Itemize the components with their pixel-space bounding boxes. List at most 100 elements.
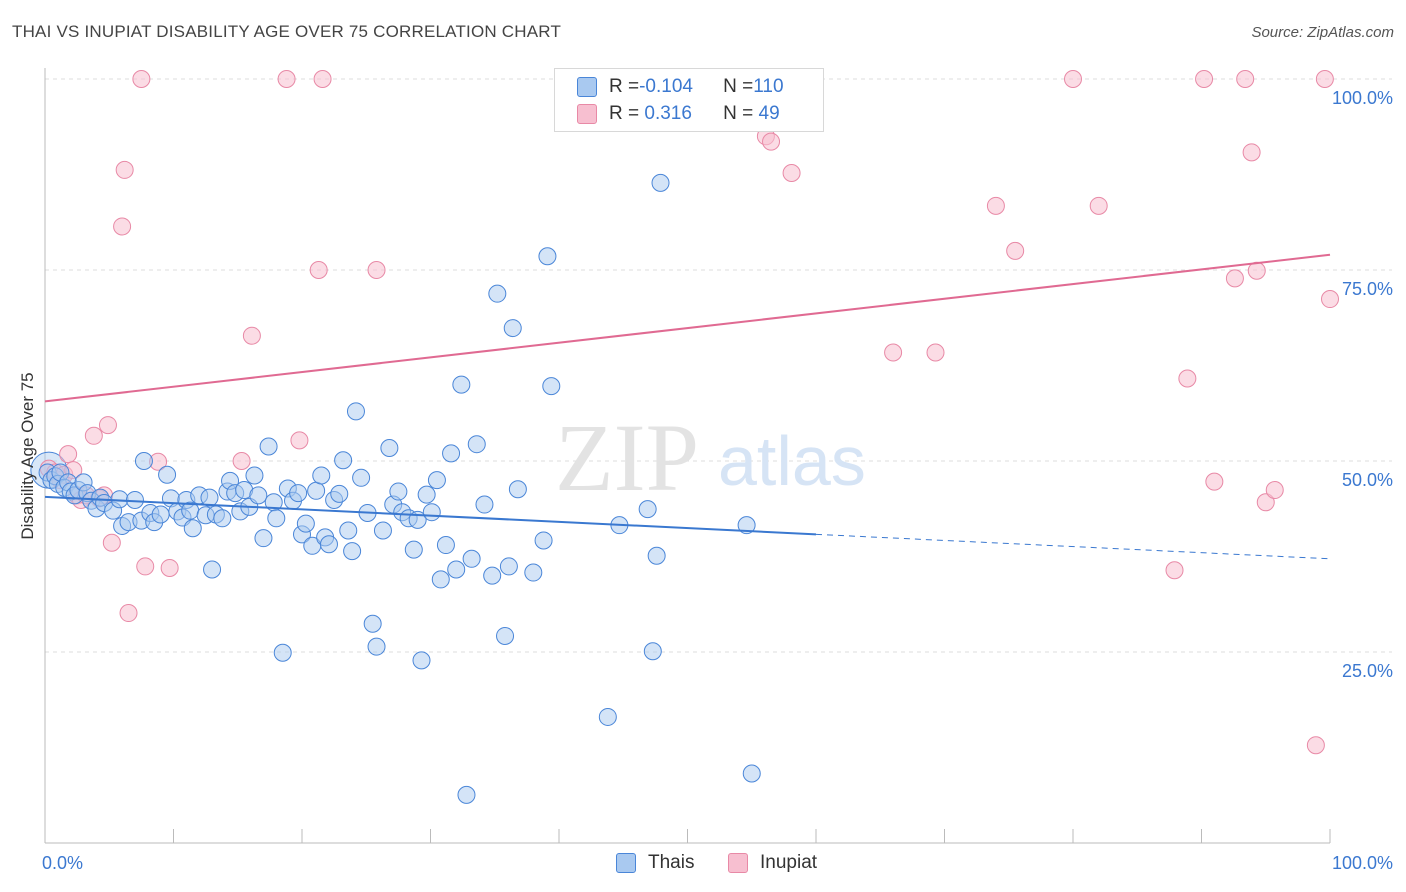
thais-point xyxy=(346,402,365,421)
thais-point xyxy=(151,505,170,524)
inupiat-point xyxy=(782,163,801,182)
legend-r-label: R = xyxy=(609,103,640,124)
y-axis-label: Disability Age Over 75 xyxy=(18,372,37,539)
thais-point xyxy=(483,566,502,585)
inupiat-point xyxy=(313,70,332,88)
thais-point xyxy=(312,466,331,485)
inupiat-point xyxy=(98,416,117,435)
thais-point xyxy=(742,764,761,783)
thais-point xyxy=(442,444,461,463)
inupiat-swatch xyxy=(577,104,597,124)
thais-trend-extension xyxy=(815,533,1331,560)
thais-point xyxy=(334,451,353,470)
x-tick-label-min: 0.0% xyxy=(42,853,83,873)
inupiat-point xyxy=(1236,70,1255,88)
legend-row-inupiat: R = 0.316 N = 49 xyxy=(577,102,780,126)
inupiat-swatch xyxy=(728,853,748,873)
inupiat-point xyxy=(160,558,179,577)
chart-title: THAI VS INUPIAT DISABILITY AGE OVER 75 C… xyxy=(12,22,562,41)
inupiat-point xyxy=(884,343,903,362)
axis-layer xyxy=(44,68,1331,844)
series-legend: Thais Inupiat xyxy=(0,852,1406,876)
thais-point xyxy=(417,485,436,504)
thais-point xyxy=(213,509,232,528)
inupiat-trend-line xyxy=(44,253,1331,403)
legend-item-inupiat[interactable]: Inupiat xyxy=(728,852,817,874)
inupiat-point xyxy=(1205,472,1224,491)
y-tick-label: 50.0% xyxy=(1342,470,1393,490)
y-tick-label: 25.0% xyxy=(1342,661,1393,681)
legend-r-value: 0.316 xyxy=(639,103,692,124)
inupiat-point xyxy=(1321,290,1339,309)
thais-point xyxy=(427,471,446,490)
legend-item-thais[interactable]: Thais xyxy=(616,852,694,874)
inupiat-point xyxy=(59,445,78,464)
thais-point xyxy=(467,435,486,454)
thais-point xyxy=(638,500,657,519)
inupiat-point xyxy=(1165,561,1184,580)
inupiat-point xyxy=(1242,143,1261,162)
y-tick-label: 75.0% xyxy=(1342,279,1393,299)
thais-point xyxy=(289,484,308,503)
thais-point xyxy=(296,514,315,533)
thais-swatch xyxy=(616,853,636,873)
legend-n-label: N = xyxy=(723,76,754,97)
legend-label-inupiat: Inupiat xyxy=(760,852,818,873)
thais-point xyxy=(651,173,670,192)
label-layer: 25.0% 50.0% 75.0% 100.0% 0.0% 100.0% Disabilit… xyxy=(18,88,1393,873)
source-label: Source: ZipAtlas.com xyxy=(1251,24,1394,41)
thais-point xyxy=(475,495,494,514)
inupiat-point xyxy=(115,160,134,179)
thais-point xyxy=(452,375,471,394)
thais-point xyxy=(254,529,273,548)
thais-point xyxy=(380,439,399,458)
inupiat-point xyxy=(1089,196,1108,215)
watermark-zip: ZIP xyxy=(555,404,699,511)
watermark: ZIP atlas xyxy=(555,404,866,511)
thais-point xyxy=(422,503,441,522)
inupiat-point xyxy=(1247,261,1266,280)
inupiat-point xyxy=(1225,269,1244,288)
thais-point xyxy=(534,531,553,550)
legend-r-label: R = xyxy=(609,76,640,97)
thais-point xyxy=(134,452,153,470)
thais-point xyxy=(488,284,507,303)
thais-swatch xyxy=(577,77,597,97)
thais-point xyxy=(339,521,358,540)
correlation-legend: R = -0.104 N = 110 R = 0.316 N = 49 xyxy=(554,68,824,132)
inupiat-point xyxy=(1315,70,1334,88)
thais-point xyxy=(307,481,326,500)
thais-point xyxy=(538,247,557,266)
inupiat-point xyxy=(367,261,386,279)
thais-point xyxy=(183,519,202,538)
thais-point xyxy=(273,643,292,662)
thais-point xyxy=(110,490,129,509)
thais-point xyxy=(447,560,466,579)
inupiat-point xyxy=(132,70,151,88)
watermark-atlas: atlas xyxy=(718,422,866,500)
thais-point xyxy=(203,560,222,579)
thais-point xyxy=(125,490,144,509)
thais-point xyxy=(352,468,371,487)
inupiat-point xyxy=(1064,70,1082,88)
thais-point xyxy=(245,466,264,485)
inupiat-point xyxy=(309,261,328,279)
thais-point xyxy=(267,509,286,528)
thais-point xyxy=(436,536,455,555)
thais-point xyxy=(643,642,662,661)
inupiat-point xyxy=(1195,70,1214,88)
inupiat-point xyxy=(290,431,309,450)
thais-point xyxy=(404,540,423,559)
thais-point xyxy=(647,546,666,565)
legend-row-thais: R = -0.104 N = 110 xyxy=(577,75,784,99)
thais-point xyxy=(367,637,386,656)
thais-point xyxy=(249,486,268,505)
inupiat-point xyxy=(119,604,138,623)
inupiat-point xyxy=(1178,369,1197,388)
inupiat-point xyxy=(102,533,121,552)
thais-point xyxy=(431,570,450,589)
inupiat-point xyxy=(277,70,296,88)
y-tick-label: 100.0% xyxy=(1332,88,1393,108)
inupiat-point xyxy=(113,217,132,236)
